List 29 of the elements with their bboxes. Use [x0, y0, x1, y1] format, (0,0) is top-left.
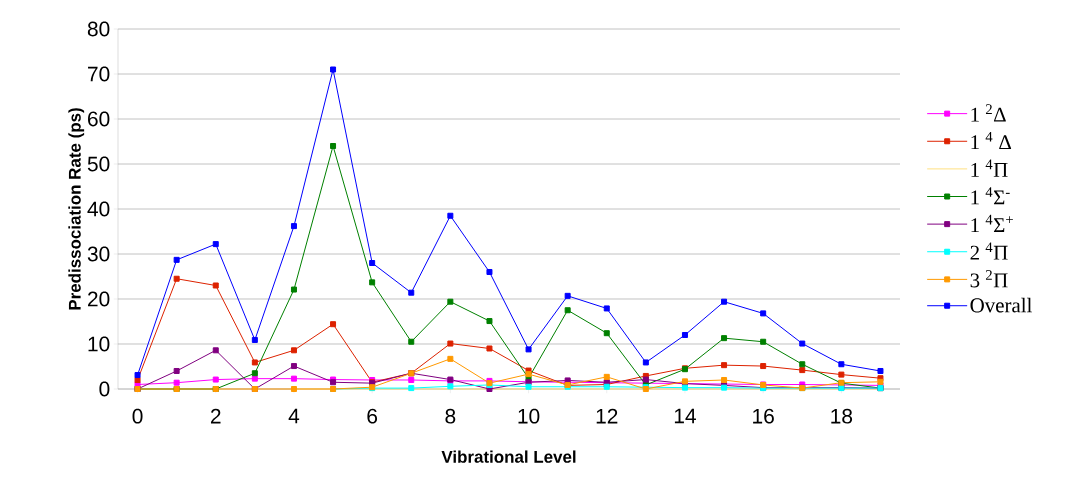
y-tick-label: 60: [88, 111, 110, 127]
y-tick-label: 70: [88, 66, 110, 82]
y-axis-title: Predissociation Rate (ps): [68, 108, 85, 310]
x-tick-label: 0: [132, 408, 143, 424]
y-tick-label: 50: [87, 156, 110, 172]
x-tick-label: 18: [831, 408, 853, 424]
y-tick-label: 0: [99, 381, 110, 397]
x-tick-label: 12: [596, 408, 618, 424]
legend-label: 1 $^{4}$Π: [971, 159, 1008, 177]
legend-label: Overall: [970, 297, 1032, 313]
x-tick-label: 4: [288, 408, 300, 424]
x-tick-label: 10: [518, 408, 540, 424]
legend-label: 3 $^{2}$Π: [970, 270, 1008, 288]
x-tick-label: 6: [367, 408, 378, 424]
y-tick-label: 30: [87, 246, 110, 262]
x-tick-label: 14: [674, 408, 696, 424]
legend-label: 1 $^{4}$Σ$^{+}$: [971, 214, 1013, 232]
x-tick-label: 8: [445, 408, 456, 424]
x-axis-title: Vibrational Level: [441, 450, 576, 463]
legend-label: 1 $^{4}$ Δ: [971, 131, 1012, 150]
legend-label: 2 $^{4}$Π: [970, 242, 1008, 260]
y-tick-label: 20: [88, 291, 110, 307]
x-tick-label: 16: [753, 408, 774, 424]
legend-label: 1 $^{4}$Σ$^{-}$: [971, 187, 1010, 205]
y-tick-label: 40: [87, 201, 110, 217]
legend-label: 1 $^{2}$Δ: [971, 104, 1006, 122]
y-tick-label: 80: [87, 21, 110, 37]
x-tick-label: 2: [210, 408, 221, 424]
y-tick-label: 10: [88, 336, 110, 352]
